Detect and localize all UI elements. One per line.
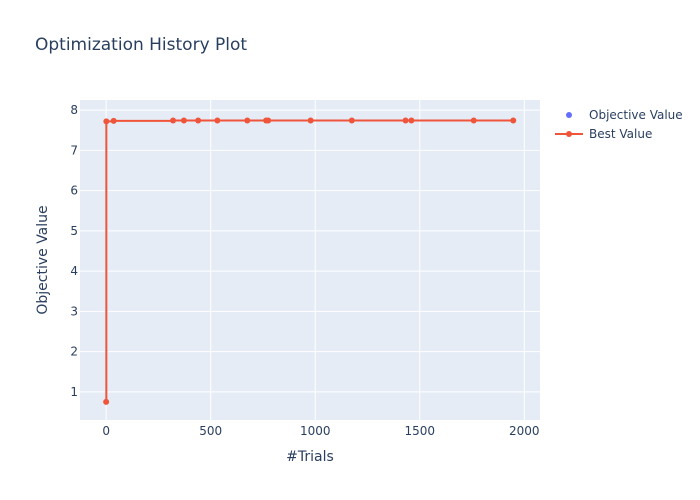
y-tick-label: 4 (70, 264, 78, 278)
legend-marker-objective-value (566, 112, 572, 118)
y-tick-label: 6 (70, 184, 78, 198)
best-value-point (470, 117, 477, 124)
legend-label-objective-value: Objective Value (589, 108, 683, 122)
best-value-point (110, 117, 117, 124)
best-value-point (180, 117, 187, 124)
best-value-point (214, 117, 221, 124)
gridlines (80, 100, 540, 420)
y-tick-label: 5 (70, 224, 78, 238)
best-value-point (402, 117, 409, 124)
x-tick-label: 0 (102, 424, 110, 438)
legend-label-best-value: Best Value (589, 127, 652, 141)
chart-title: Optimization History Plot (35, 35, 247, 55)
x-tick-label: 500 (199, 424, 222, 438)
best-value-point (195, 117, 202, 124)
best-value-point (510, 117, 517, 124)
best-value-point (103, 118, 110, 125)
best-value-point (348, 117, 355, 124)
best-value-point (103, 398, 110, 405)
legend-item-objective-value[interactable]: Objective Value (566, 108, 683, 122)
best-value-point (170, 117, 177, 124)
best-value-point (265, 117, 272, 124)
best-value-point (408, 117, 415, 124)
best-value-point (244, 117, 251, 124)
x-tick-label: 1000 (300, 424, 331, 438)
series-layer (103, 117, 517, 405)
best-value-point (307, 117, 314, 124)
legend-marker-best-value (566, 131, 572, 137)
x-tick-label: 2000 (509, 424, 540, 438)
plot-area (80, 100, 540, 420)
legend[interactable]: Objective Value Best Value (555, 108, 683, 141)
y-axis-title: Objective Value (35, 205, 51, 314)
y-tick-label: 3 (70, 304, 78, 318)
x-tick-label: 1500 (404, 424, 435, 438)
y-tick-label: 7 (70, 143, 78, 157)
y-tick-label: 2 (70, 345, 78, 359)
x-axis-ticks: 0 500 1000 1500 2000 (102, 424, 539, 438)
x-axis-title: #Trials (286, 449, 334, 465)
y-tick-label: 8 (70, 103, 78, 117)
y-axis-ticks: 1 2 3 4 5 6 7 8 (70, 103, 78, 399)
legend-item-best-value[interactable]: Best Value (555, 127, 652, 141)
y-tick-label: 1 (70, 385, 78, 399)
